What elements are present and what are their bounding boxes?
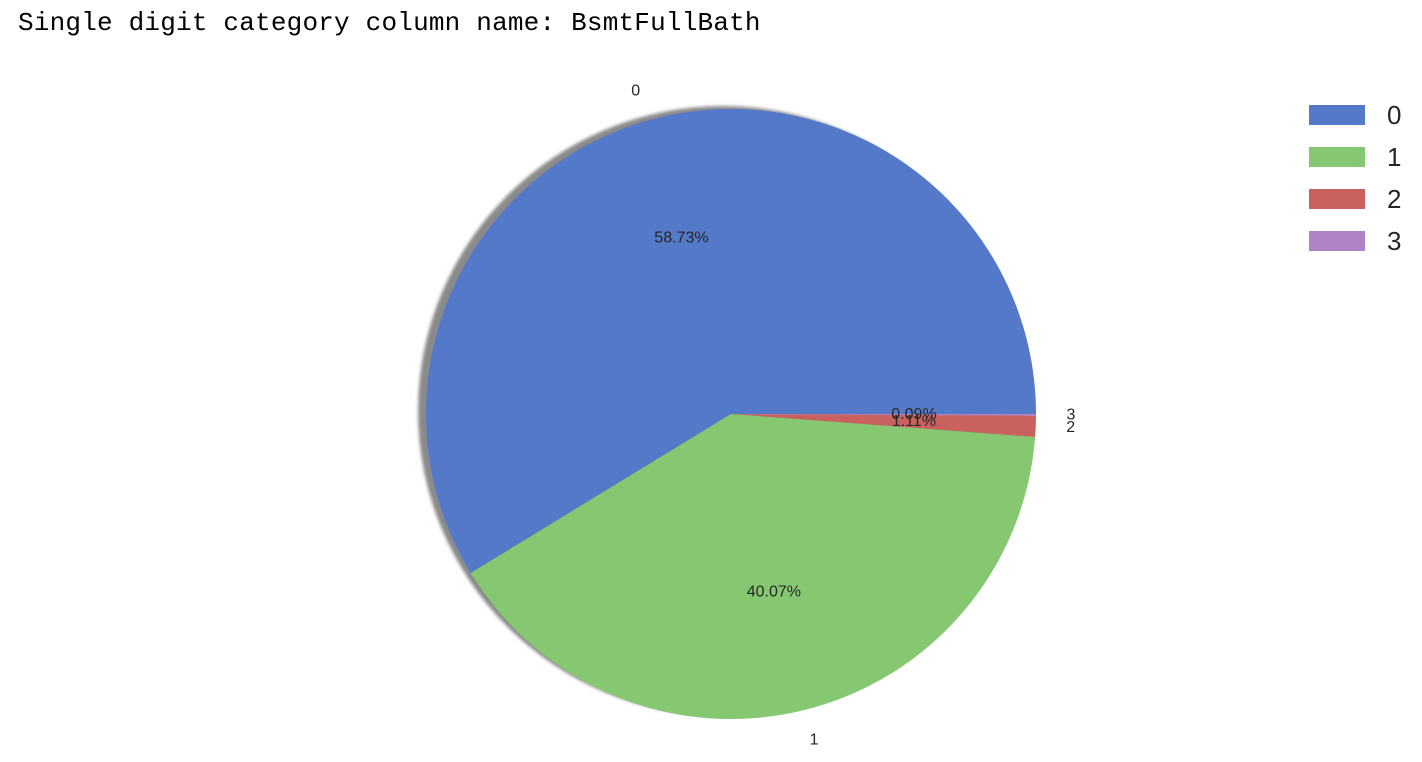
pie-category-label-2: 2 [1066, 419, 1075, 436]
legend-label-0: 0 [1387, 100, 1401, 130]
legend-label-2: 2 [1387, 184, 1401, 214]
pie-slice-1 [470, 414, 1036, 719]
legend-swatch-1 [1309, 147, 1365, 167]
pie-percent-label-3: 0.09% [891, 406, 936, 423]
legend-swatch-2 [1309, 189, 1365, 209]
pie-slice-0 [426, 109, 1037, 574]
pie-percent-label-0: 58.73% [654, 229, 708, 246]
pie-percent-label-1: 40.07% [747, 583, 801, 600]
pie-category-label-0: 0 [631, 83, 640, 100]
legend-label-3: 3 [1387, 226, 1401, 256]
pie-slice-3 [731, 414, 1036, 416]
pie-slice-2 [731, 414, 1036, 437]
header-prefix: Single digit category column name: [18, 8, 572, 38]
pie-category-label-1: 1 [810, 732, 819, 749]
legend-swatch-0 [1309, 105, 1365, 125]
legend-swatch-3 [1309, 231, 1365, 251]
pie-category-label-3: 3 [1066, 406, 1075, 423]
pie-labels: 58.73% 0 40.07% 1 1.11% 2 0.09% 3 [631, 83, 1075, 749]
pie-percent-label-2: 1.11% [892, 413, 936, 430]
column-name-header: Single digit category column name: BsmtF… [18, 8, 761, 38]
pie-slices [426, 109, 1037, 719]
header-column-name: BsmtFullBath [571, 8, 761, 38]
legend: 0 1 2 3 [1309, 100, 1401, 256]
legend-label-1: 1 [1387, 142, 1401, 172]
